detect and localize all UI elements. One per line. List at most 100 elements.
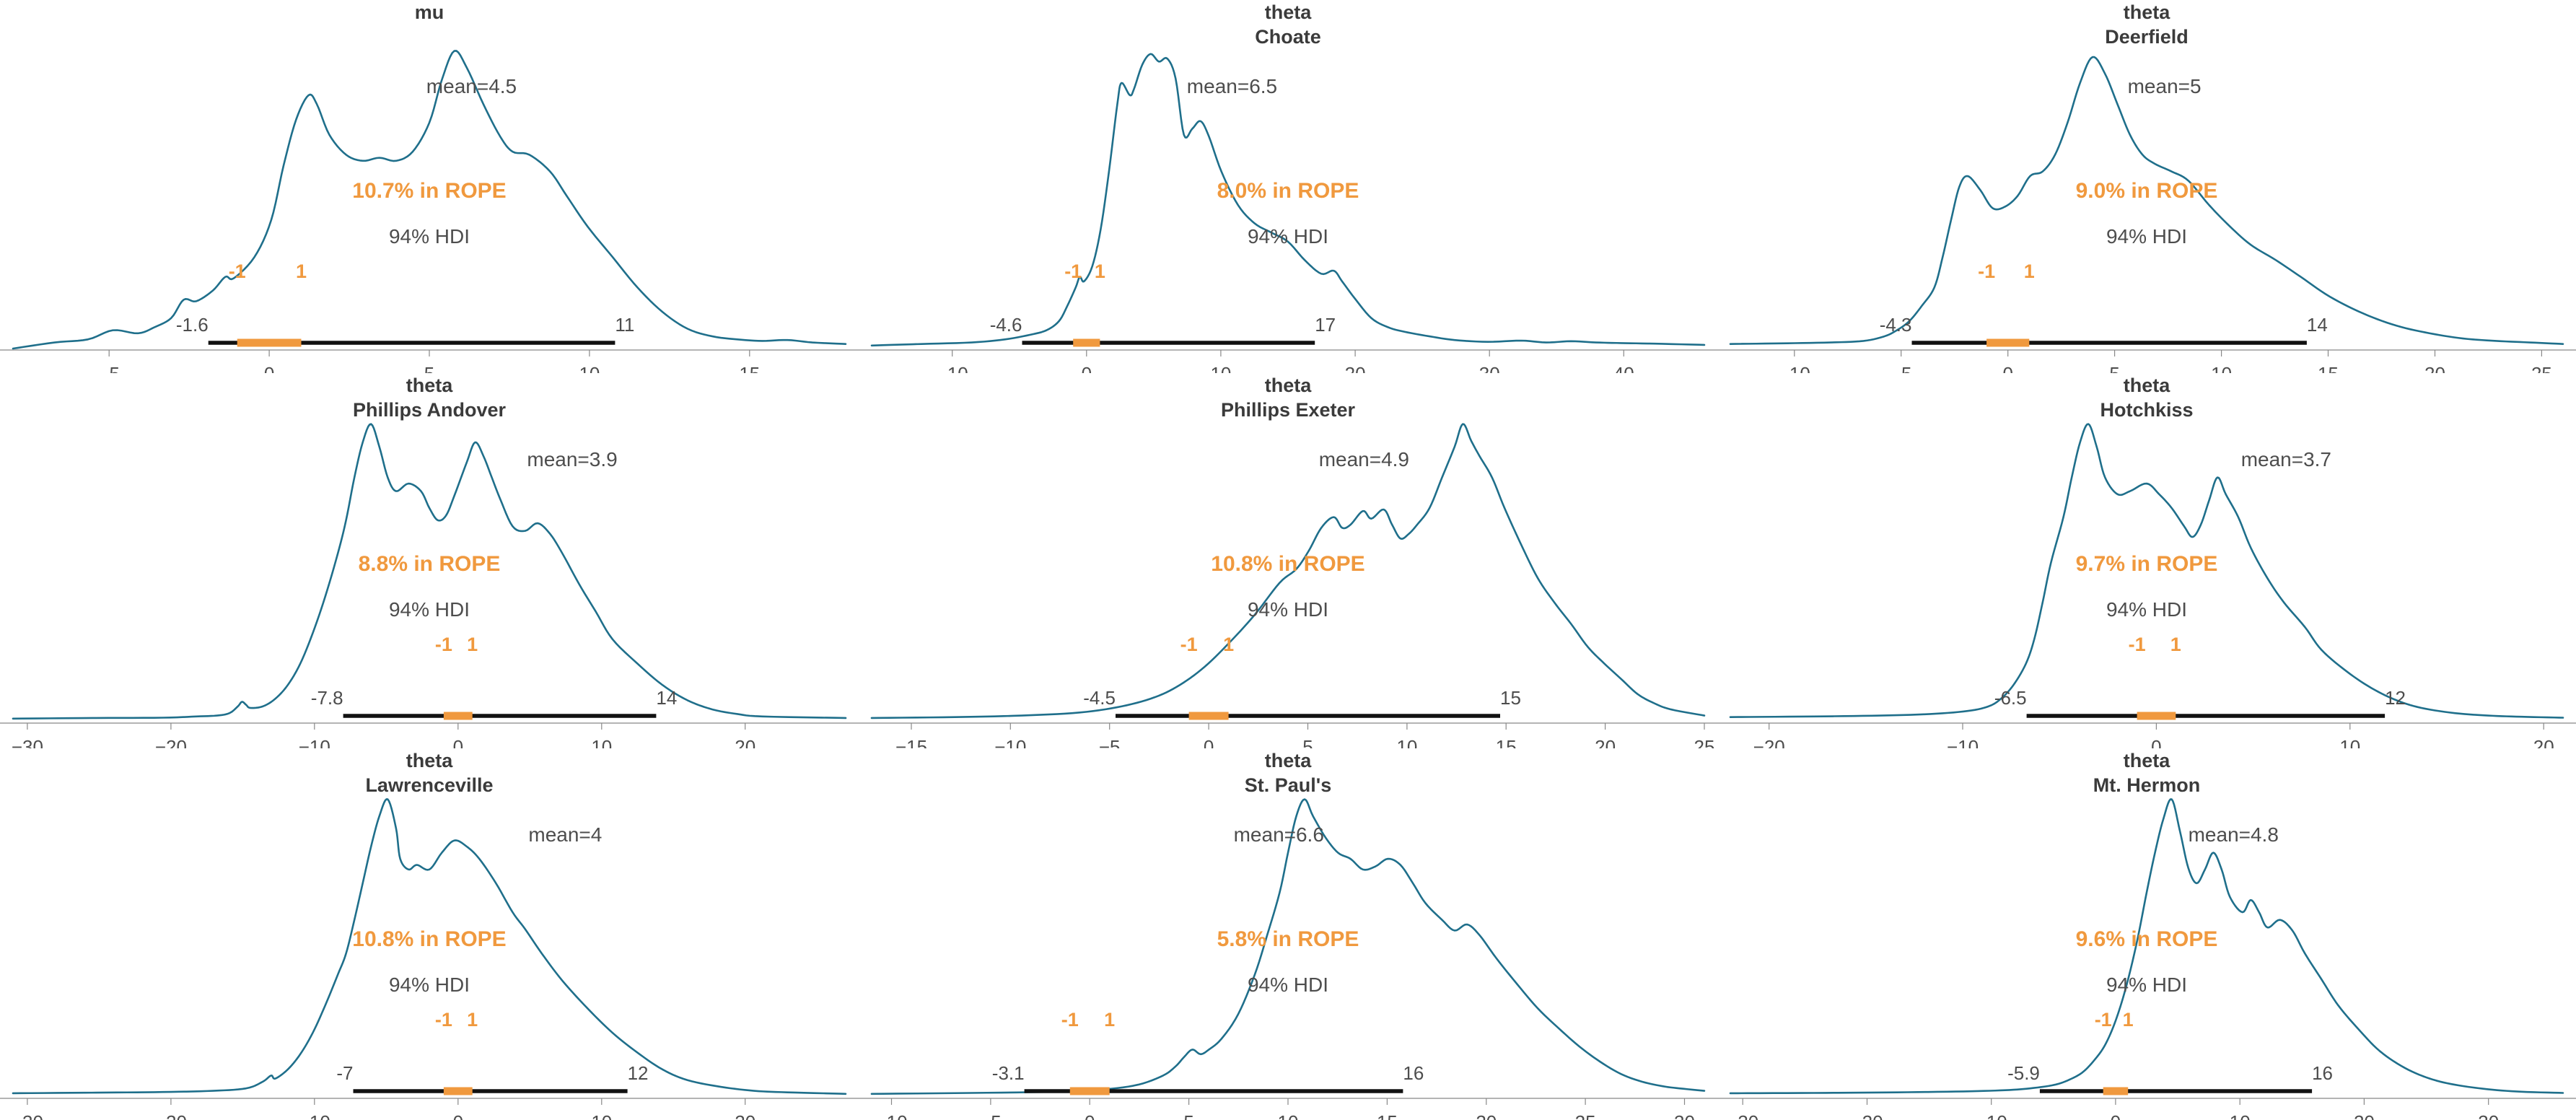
svg-text:-1.6: -1.6 [176,314,209,336]
svg-text:theta: theta [1265,750,1312,771]
svg-text:10.7% in ROPE: 10.7% in ROPE [352,179,506,203]
svg-text:8.0% in ROPE: 8.0% in ROPE [1217,179,1359,203]
svg-text:16: 16 [2312,1062,2333,1084]
svg-text:mean=4.8: mean=4.8 [2189,823,2279,846]
svg-text:-1: -1 [2095,1009,2112,1031]
svg-text:10.8% in ROPE: 10.8% in ROPE [1211,552,1364,576]
svg-text:94% HDI: 94% HDI [1248,598,1328,621]
svg-text:8.8% in ROPE: 8.8% in ROPE [359,552,501,576]
svg-text:−20: −20 [1851,1111,1883,1120]
svg-text:1: 1 [2170,634,2181,655]
svg-text:12: 12 [2385,687,2406,709]
svg-text:0: 0 [264,363,274,373]
svg-text:mean=5: mean=5 [2128,75,2202,97]
svg-text:−5: −5 [1891,363,1912,373]
svg-text:10.8% in ROPE: 10.8% in ROPE [352,927,506,951]
svg-text:−30: −30 [12,736,43,748]
svg-text:94% HDI: 94% HDI [2106,598,2187,621]
svg-text:10: 10 [591,736,612,748]
svg-text:0: 0 [453,1111,463,1120]
svg-text:−10: −10 [994,736,1026,748]
svg-text:10: 10 [2339,736,2360,748]
svg-text:94% HDI: 94% HDI [389,974,470,996]
svg-text:25: 25 [2531,363,2552,373]
svg-text:94% HDI: 94% HDI [1248,974,1328,996]
svg-text:10: 10 [1396,736,1417,748]
svg-text:1: 1 [2123,1009,2134,1031]
svg-text:94% HDI: 94% HDI [2106,225,2187,248]
svg-text:15: 15 [1500,687,1521,709]
svg-text:-7.8: -7.8 [311,687,343,709]
svg-text:15: 15 [739,363,760,373]
svg-text:9.0% in ROPE: 9.0% in ROPE [2076,179,2218,203]
svg-text:−20: −20 [155,736,187,748]
svg-text:1: 1 [2024,261,2035,282]
svg-text:−5: −5 [98,363,120,373]
svg-text:5: 5 [1302,736,1313,748]
svg-text:1: 1 [467,1009,478,1031]
svg-text:mean=3.7: mean=3.7 [2241,448,2331,471]
svg-text:40: 40 [1613,363,1634,373]
svg-text:94% HDI: 94% HDI [1248,225,1328,248]
svg-text:St. Paul's: St. Paul's [1245,774,1331,796]
svg-text:94% HDI: 94% HDI [2106,974,2187,996]
svg-text:20: 20 [1476,1111,1497,1120]
svg-text:theta: theta [2124,375,2170,396]
svg-text:-1: -1 [1978,261,1995,282]
svg-text:0: 0 [2111,1111,2121,1120]
svg-text:5.8% in ROPE: 5.8% in ROPE [1217,927,1359,951]
svg-text:-4.5: -4.5 [1083,687,1116,709]
svg-text:mean=6.5: mean=6.5 [1187,75,1277,97]
svg-text:-1: -1 [1064,261,1082,282]
svg-text:-4.3: -4.3 [1880,314,1912,336]
svg-text:9.6% in ROPE: 9.6% in ROPE [2076,927,2218,951]
svg-text:theta: theta [406,750,453,771]
svg-text:5: 5 [424,363,434,373]
svg-text:-1: -1 [1180,634,1198,655]
svg-text:theta: theta [1265,375,1312,396]
svg-text:−10: −10 [875,1111,907,1120]
svg-text:14: 14 [656,687,677,709]
svg-text:theta: theta [2124,750,2170,771]
svg-text:10: 10 [1210,363,1231,373]
svg-text:-7: -7 [336,1062,353,1084]
svg-text:−10: −10 [299,736,330,748]
svg-text:20: 20 [2533,736,2554,748]
svg-text:15: 15 [1377,1111,1398,1120]
svg-text:0: 0 [1204,736,1214,748]
svg-text:0: 0 [453,736,463,748]
svg-text:−10: −10 [299,1111,330,1120]
svg-text:14: 14 [2307,314,2328,336]
svg-text:1: 1 [1095,261,1105,282]
svg-text:20: 20 [1595,736,1616,748]
svg-text:Lawrenceville: Lawrenceville [365,774,493,796]
svg-text:Phillips Exeter: Phillips Exeter [1221,399,1356,421]
svg-text:theta: theta [2124,1,2170,23]
svg-text:−5: −5 [1099,736,1121,748]
svg-text:−20: −20 [1753,736,1785,748]
svg-text:94% HDI: 94% HDI [389,225,470,248]
svg-text:−5: −5 [980,1111,1002,1120]
svg-text:9.7% in ROPE: 9.7% in ROPE [2076,552,2218,576]
svg-text:10: 10 [2230,1111,2251,1120]
svg-text:−15: −15 [895,736,927,748]
svg-text:−10: −10 [1947,736,1979,748]
svg-text:10: 10 [591,1111,612,1120]
svg-text:94% HDI: 94% HDI [389,598,470,621]
svg-text:17: 17 [1315,314,1336,336]
svg-text:-1: -1 [2129,634,2146,655]
svg-text:0: 0 [2002,363,2012,373]
svg-text:0: 0 [1085,1111,1095,1120]
svg-text:-5.9: -5.9 [2007,1062,2040,1084]
svg-text:15: 15 [1496,736,1517,748]
svg-text:20: 20 [1345,363,1366,373]
svg-text:10: 10 [1278,1111,1299,1120]
svg-text:20: 20 [2354,1111,2375,1120]
svg-text:20: 20 [735,1111,755,1120]
svg-text:5: 5 [1183,1111,1193,1120]
svg-text:-4.6: -4.6 [990,314,1022,336]
svg-text:Hotchkiss: Hotchkiss [2100,399,2193,421]
svg-text:−20: −20 [155,1111,187,1120]
svg-text:-3.1: -3.1 [992,1062,1025,1084]
svg-text:Mt. Hermon: Mt. Hermon [2093,774,2201,796]
